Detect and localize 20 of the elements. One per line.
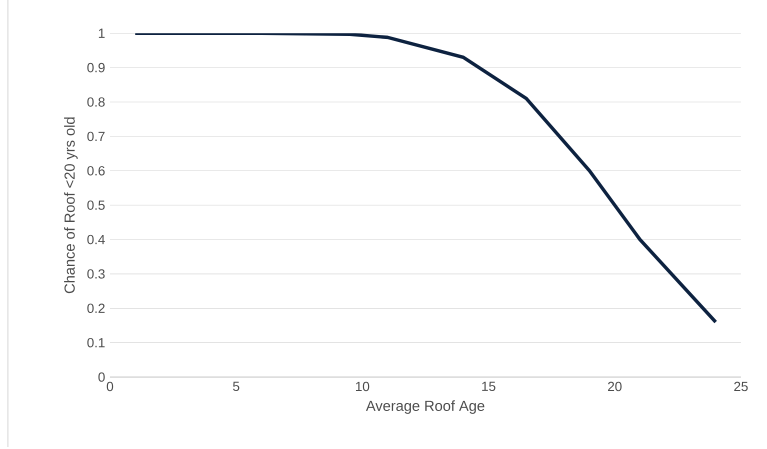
x-tick-label: 0 bbox=[106, 382, 114, 392]
y-tick-label: 0 bbox=[98, 372, 105, 382]
y-tick-label: 0.4 bbox=[87, 234, 105, 244]
x-tick-label: 25 bbox=[734, 382, 748, 392]
x-tick-label: 5 bbox=[233, 382, 240, 392]
y-tick-label: 0.2 bbox=[87, 304, 105, 314]
y-tick-label: 0.3 bbox=[87, 269, 105, 279]
y-tick-label: 0.6 bbox=[87, 166, 105, 176]
x-tick-label: 10 bbox=[356, 382, 370, 392]
line-series bbox=[133, 33, 718, 324]
y-tick-label: 0.9 bbox=[87, 63, 105, 72]
y-tick-label: 0.1 bbox=[87, 338, 105, 348]
y-tick-label: 1 bbox=[98, 28, 105, 38]
y-tick-label: 0.5 bbox=[87, 200, 105, 210]
x-tick-label: 15 bbox=[482, 382, 496, 392]
y-tick-label: 0.7 bbox=[87, 132, 105, 142]
y-tick-label: 0.8 bbox=[87, 97, 105, 107]
x-tick-label: 20 bbox=[608, 382, 622, 392]
x-axis-title: Average Roof Age bbox=[366, 400, 484, 414]
y-axis-title: Chance of Roof <20 yrs old bbox=[64, 117, 78, 294]
